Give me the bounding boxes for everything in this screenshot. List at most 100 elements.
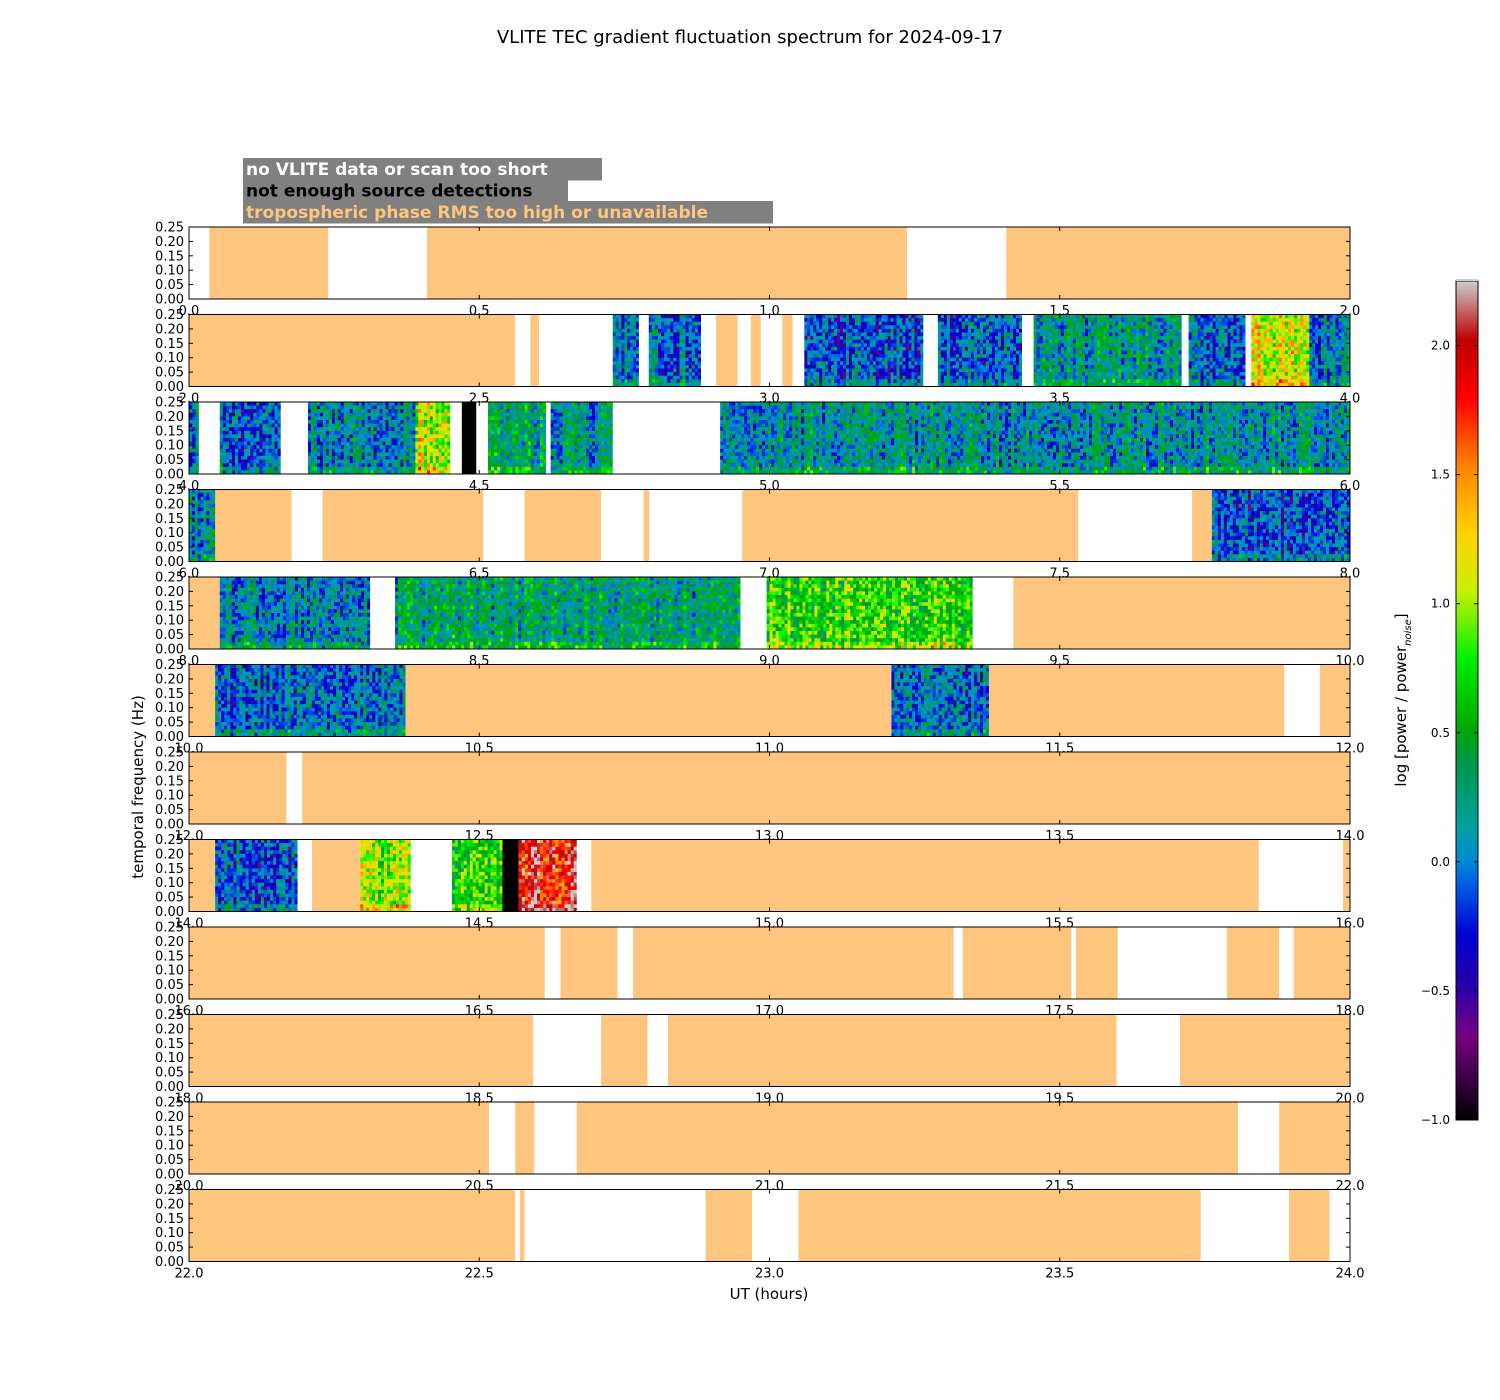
panel-8-segment-0 bbox=[189, 927, 545, 999]
panel-9-ytick-label-3: 0.15 bbox=[155, 1037, 184, 1052]
panel-8-segment-5 bbox=[953, 927, 963, 999]
panel-1-segment-15 bbox=[923, 314, 938, 387]
panel-11-ytick-label-0: 0.00 bbox=[155, 1255, 184, 1270]
panel-6-ytick-label-2: 0.10 bbox=[155, 789, 184, 804]
panel-1-spectrum-4 bbox=[612, 314, 640, 387]
panel-2-spectrum-4 bbox=[308, 402, 416, 475]
panel-11-xtick-label-4: 24.0 bbox=[1336, 1267, 1365, 1282]
panel-8-ytick-label-1: 0.05 bbox=[155, 978, 184, 993]
panel-2-segment-1 bbox=[198, 402, 220, 474]
panel-8-segment-2 bbox=[560, 927, 618, 999]
panel-2-ytick-label-5: 0.25 bbox=[155, 396, 184, 411]
panel-9-ytick-label-4: 0.20 bbox=[155, 1022, 184, 1037]
panel-11-ytick-label-5: 0.25 bbox=[155, 1183, 184, 1198]
panel-1-ytick-label-4: 0.20 bbox=[155, 322, 184, 337]
panel-1-segment-0 bbox=[189, 314, 516, 387]
panel-8-segment-12 bbox=[1293, 927, 1350, 999]
panel-3: 0.000.050.100.150.200.256.0 6.5 7.0 7.5 8.0 bbox=[155, 483, 1360, 582]
panel-11-ytick-label-2: 0.10 bbox=[155, 1226, 184, 1241]
panel-7-spectrum-4 bbox=[360, 839, 412, 912]
panel-2: 0.000.050.100.150.200.254.0 4.5 5.0 5.5 6.0 bbox=[155, 396, 1360, 495]
panel-1-spectrum-22 bbox=[1251, 314, 1310, 387]
colorbar-tick-label-3: 0.5 bbox=[1431, 726, 1450, 740]
panel-3-segment-6 bbox=[601, 489, 644, 562]
panel-11-segment-0 bbox=[189, 1189, 516, 1262]
panel-10-segment-1 bbox=[489, 1102, 516, 1174]
panel-11-segment-8 bbox=[1289, 1189, 1330, 1262]
panel-11-segment-3 bbox=[524, 1189, 706, 1262]
panel-3-spectrum-0 bbox=[189, 489, 216, 562]
panel-7-segment-12 bbox=[1343, 839, 1350, 912]
panel-2-ytick-label-3: 0.15 bbox=[155, 424, 184, 439]
panel-0-segment-1 bbox=[209, 227, 329, 299]
panel-10-ytick-label-2: 0.10 bbox=[155, 1139, 184, 1154]
panel-2-segment-10 bbox=[546, 402, 551, 474]
panel-7-segment-2 bbox=[297, 839, 313, 912]
panel-7-segment-7 bbox=[502, 839, 519, 912]
panel-5-segment-0 bbox=[189, 664, 216, 737]
legend-label-1: not enough source detections bbox=[246, 182, 533, 202]
panel-3-segment-8 bbox=[649, 489, 743, 562]
colorbar-label: log [power / powernoise] bbox=[1392, 613, 1414, 786]
panel-4-ytick-label-5: 0.25 bbox=[155, 571, 184, 586]
panel-2-segment-3 bbox=[280, 402, 308, 474]
panel-2-ytick-label-0: 0.00 bbox=[155, 468, 184, 483]
panel-10-segment-3 bbox=[534, 1102, 577, 1174]
panel-4-ytick-label-2: 0.10 bbox=[155, 614, 184, 629]
panel-1-spectrum-23 bbox=[1309, 314, 1351, 387]
panel-11-xtick-label-0: 22.0 bbox=[175, 1267, 204, 1282]
panel-3-ytick-label-2: 0.10 bbox=[155, 526, 184, 541]
panel-8-segment-1 bbox=[544, 927, 561, 999]
panel-9-ytick-label-5: 0.25 bbox=[155, 1008, 184, 1023]
panel-2-spectrum-0 bbox=[189, 402, 200, 475]
panel-8-ytick-label-0: 0.00 bbox=[155, 993, 184, 1008]
panel-10-segment-0 bbox=[189, 1102, 490, 1174]
panel-5-ytick-label-0: 0.00 bbox=[155, 730, 184, 745]
panel-2-segment-12 bbox=[612, 402, 721, 474]
panel-8-segment-9 bbox=[1117, 927, 1227, 999]
panel-0-ytick-label-0: 0.00 bbox=[155, 293, 184, 308]
panel-0-ytick-label-2: 0.10 bbox=[155, 264, 184, 279]
panel-7-segment-9 bbox=[576, 839, 592, 912]
panel-9-ytick-label-1: 0.05 bbox=[155, 1066, 184, 1081]
panel-3-segment-5 bbox=[524, 489, 602, 562]
panel-5-ytick-label-2: 0.10 bbox=[155, 701, 184, 716]
panel-5-segment-5 bbox=[1284, 664, 1320, 737]
panel-9-segment-2 bbox=[601, 1014, 648, 1087]
panel-6-segment-2 bbox=[302, 752, 1351, 824]
panel-10-segment-4 bbox=[576, 1102, 1238, 1174]
panel-7-ytick-label-4: 0.20 bbox=[155, 847, 184, 862]
panel-8-segment-6 bbox=[962, 927, 1072, 999]
panel-1-segment-12 bbox=[782, 314, 793, 387]
panel-2-segment-8 bbox=[476, 402, 488, 474]
panel-11: 0.000.050.100.150.200.25 22.0 22.5 23.0 23.5… bbox=[155, 1183, 1364, 1282]
panel-1-ytick-label-5: 0.25 bbox=[155, 308, 184, 323]
panel-8-ytick-label-3: 0.15 bbox=[155, 949, 184, 964]
panel-1-segment-13 bbox=[792, 314, 805, 387]
panel-5-spectrum-3 bbox=[891, 664, 990, 737]
panel-5-ytick-label-1: 0.05 bbox=[155, 716, 184, 731]
panel-1-segment-3 bbox=[539, 314, 613, 387]
panel-1-segment-1 bbox=[515, 314, 531, 387]
panel-5-ytick-label-5: 0.25 bbox=[155, 658, 184, 673]
panel-1-segment-7 bbox=[701, 314, 717, 387]
panel-7-ytick-label-2: 0.10 bbox=[155, 876, 184, 891]
panel-9-segment-5 bbox=[1116, 1014, 1180, 1087]
panel-11-segment-6 bbox=[798, 1189, 1201, 1262]
panel-1: 0.000.050.100.150.200.252.0 2.5 3.0 3.5 4.0 bbox=[155, 308, 1360, 407]
panel-8-segment-8 bbox=[1076, 927, 1118, 999]
panel-6-ytick-label-3: 0.15 bbox=[155, 774, 184, 789]
panel-0-segment-0 bbox=[189, 227, 210, 299]
panel-11-segment-4 bbox=[705, 1189, 753, 1262]
panel-11-ytick-label-1: 0.05 bbox=[155, 1241, 184, 1256]
panel-5-spectrum-1 bbox=[215, 664, 406, 737]
panel-5-ytick-label-3: 0.15 bbox=[155, 687, 184, 702]
panel-0-ytick-label-5: 0.25 bbox=[155, 221, 184, 236]
chart-title: VLITE TEC gradient fluctuation spectrum … bbox=[497, 27, 1003, 48]
